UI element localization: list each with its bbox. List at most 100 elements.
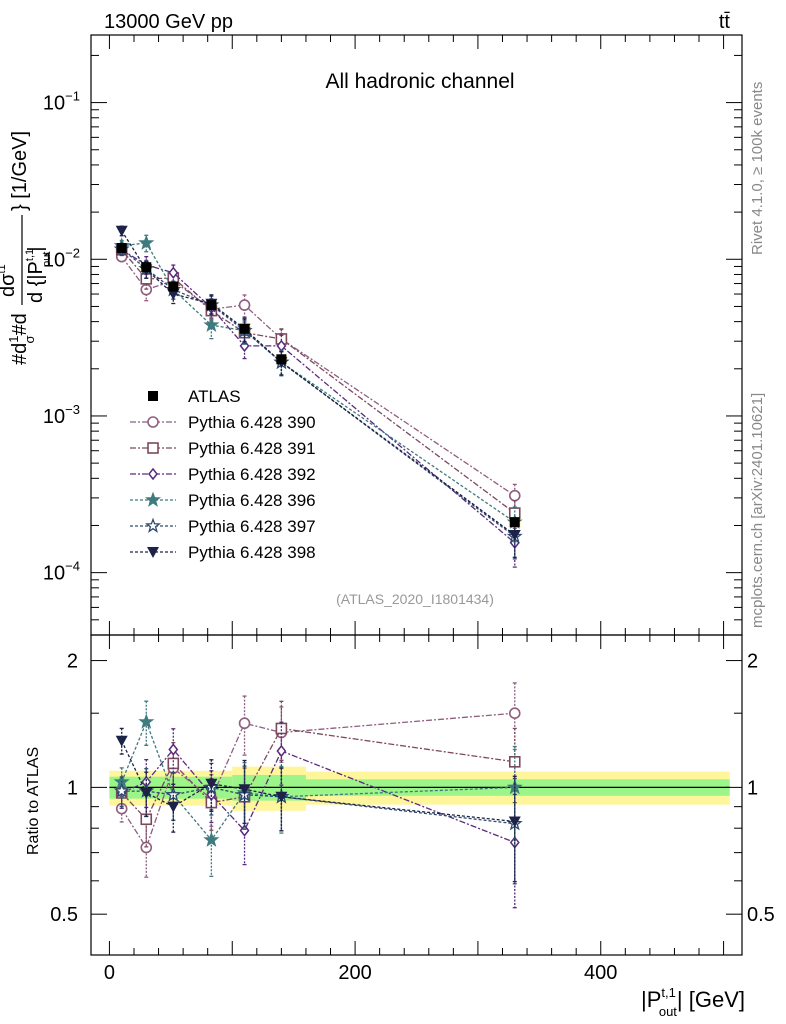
data-point [168,281,179,292]
xlabel-sup: t,1 [661,985,675,1000]
ytick-base: 10 [43,406,65,428]
main-ytick-label: 10−1 [43,89,80,115]
x-tick-label: 200 [338,962,371,984]
ylabel-prefix-c: σ [22,335,37,343]
legend-marker [145,491,161,507]
svg-text:#d1σ#d: #d1σ#d [6,313,37,365]
ratio-marker [275,791,288,803]
xlabel-base: |P [641,987,661,1012]
ylabel-prefix-a: #d [9,343,31,365]
main-ytick-label: 10−3 [43,402,80,428]
ratio-ytick-label-left: 1 [67,777,78,799]
ratio-marker [113,782,130,798]
x-tick-label: 400 [584,962,617,984]
ytick-exp: −4 [65,559,80,574]
ylabel-frac-den-end: | [25,246,47,251]
ratio-ytick-label-right: 1 [747,777,758,799]
ratio-y-axis-label: Ratio to ATLAS [25,747,42,855]
legend-label: Pythia 6.428 390 [188,413,316,432]
ratio-marker [165,786,182,802]
ratio-marker [275,722,288,735]
main-panel: 10−110−210−310−4 All hadronic channel (A… [43,34,743,636]
x-axis-label: |Pt,1 out| [GeV] [641,985,745,1019]
ytick-exp: −1 [65,89,80,104]
x-tick-label: 0 [104,962,115,984]
ratio-marker [508,816,521,828]
ratio-marker [115,735,128,747]
ylabel-frac-sup: t1 [0,264,8,273]
ytick-base: 10 [43,563,65,585]
rivet-watermark: Rivet 4.1.0, ≥ 100k events [749,82,766,255]
legend-label: Pythia 6.428 392 [188,465,316,484]
legend-label: Pythia 6.428 391 [188,439,316,458]
ratio-marker [238,717,251,730]
ratio-marker [167,757,180,770]
ylabel-frac-den-sup: t,1 [24,249,36,261]
ylabel-prefix-d: #d [9,313,31,335]
ratio-ytick-label-right: 2 [747,651,758,673]
ratio-marker [168,743,179,756]
legend-label: Pythia 6.428 397 [188,517,316,536]
series-marker [168,266,179,279]
series-marker [508,489,521,502]
main-y-axis-label: #d1σ#d dσt1 d {|Pt,1 out| } [1/GeV] [0,131,53,365]
legend: ATLAS Pythia 6.428 390 Pythia 6.428 391 Pyt… [130,387,316,562]
data-point [206,300,217,311]
header-left: 13000 GeV pp [104,11,233,33]
ylabel-frac-den: d {|P [25,261,47,303]
ratio-ytick-label-left: 2 [67,651,78,673]
legend-marker-atlas [148,391,158,401]
legend-marker [145,517,161,533]
ytick-base: 10 [43,93,65,115]
legend-marker [147,416,159,428]
ylabel-frac-den-sub: out [41,252,53,267]
ratio-ytick-label-left: 0.5 [50,904,78,926]
legend-marker [147,442,159,454]
main-ytick-label: 10−4 [43,559,80,585]
ratio-marker [276,744,287,758]
header-right: tt̄ [719,11,731,33]
ratio-marker [239,824,250,837]
ratio-ytick-label-right: 0.5 [747,904,775,926]
analysis-label: (ATLAS_2020_I1801434) [336,591,494,607]
series-line [121,230,516,536]
ylabel-frac-num: dσ [0,273,19,297]
ratio-panel: 0.5 0.5 1 1 2 2 0 200 400 [50,634,775,984]
data-point [239,323,250,334]
ratio-series-5 [115,727,521,883]
legend-marker [148,467,158,481]
ytick-exp: −3 [65,402,80,417]
legend-label-atlas: ATLAS [188,387,241,406]
series-marker [238,299,251,311]
series-marker [138,234,155,250]
svg-text:dσt1: dσt1 [0,264,19,297]
ylabel-prefix-b: 1 [6,336,21,343]
xlabel-suffix: | [GeV] [677,987,745,1012]
data-point [276,354,287,365]
xlabel-sub: out [659,1004,677,1019]
legend-label: Pythia 6.428 396 [188,491,316,510]
ratio-marker [167,801,180,813]
series-marker [167,289,180,301]
ytick-exp: −2 [65,245,80,260]
chart-title: All hadronic channel [325,70,514,93]
ratio-marker [205,778,218,790]
series-2 [116,243,520,568]
series-line [121,249,516,514]
ratio-frame [90,634,743,956]
series-marker [115,225,128,237]
main-ytick-label: 10−2 [43,245,80,271]
legend-marker [147,547,159,558]
ylabel-unit: } [1/GeV] [9,131,31,211]
ratio-marker [508,707,521,719]
mcplots-watermark: mcplots.cern.ch [arXiv:2401.10621] [749,393,766,628]
ratio-marker [203,831,220,847]
data-point [509,517,520,528]
series-line [121,249,516,544]
ratio-marker [140,787,153,799]
legend-label: Pythia 6.428 398 [188,543,316,562]
series-marker [508,529,521,541]
ratio-marker [138,713,155,729]
